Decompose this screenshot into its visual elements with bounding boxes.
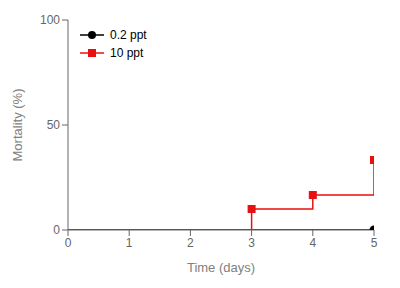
html-text:0.2 ppt: 0.2 ppt	[110, 28, 147, 42]
svg-text:3: 3	[248, 236, 255, 250]
svg-text:1: 1	[126, 236, 133, 250]
svg-text:Time (days): Time (days)	[187, 260, 255, 275]
svg-text:0: 0	[53, 223, 60, 237]
svg-text:100: 100	[40, 13, 60, 27]
svg-text:4: 4	[309, 236, 316, 250]
svg-text:2: 2	[187, 236, 194, 250]
svg-text:Mortality (%): Mortality (%)	[10, 89, 25, 162]
html-text:10 ppt: 10 ppt	[110, 46, 144, 60]
svg-text:50: 50	[47, 118, 61, 132]
svg-text:0: 0	[65, 236, 72, 250]
svg-text:5: 5	[371, 236, 378, 250]
